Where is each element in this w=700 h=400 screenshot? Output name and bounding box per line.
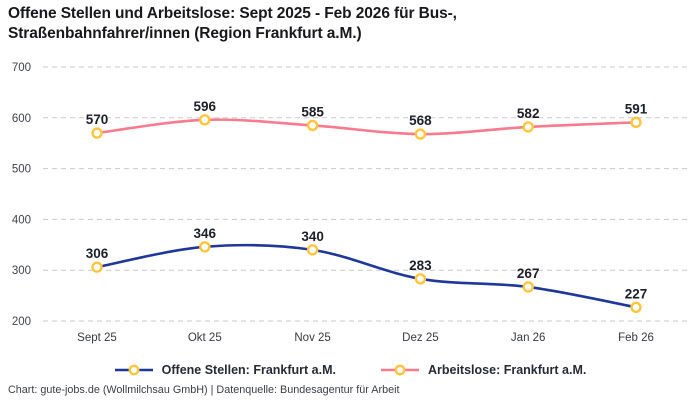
data-point-marker [414,128,427,140]
data-point-marker [91,261,103,273]
chart-title-line2: Straßenbahnfahrer/innen (Region Frankfur… [8,25,362,42]
y-tick-label: 200 [12,316,31,328]
y-tick-label: 400 [12,214,31,226]
chart-title-line1: Offene Stellen und Arbeitslose: Sept 202… [8,5,457,22]
x-tick-label: Dez 25 [402,332,438,344]
x-tick-label: Jan 26 [511,332,546,344]
legend-label: Offene Stellen: Frankfurt a.M. [161,363,336,377]
series-line [95,243,638,309]
legend-item: Offene Stellen: Frankfurt a.M. [114,363,336,377]
data-point-marker [630,116,642,129]
legend-item: Arbeitslose: Frankfurt a.M. [380,363,586,377]
data-point-label: 306 [86,246,109,261]
x-tick-label: Feb 26 [618,332,654,344]
legend-label: Arbeitslose: Frankfurt a.M. [427,363,587,377]
series-line [95,118,638,136]
data-point-marker [91,127,103,139]
data-point-marker [306,119,319,132]
data-point-marker [522,281,534,293]
line-chart: 200 300 400 500 600 700 Sept 25 Okt 25 Nov 25 Dez… [12,62,687,344]
data-point-label: 346 [194,226,217,241]
data-point-label: 283 [409,258,432,273]
data-point-marker [414,273,427,285]
chart-attribution: Chart: gute-jobs.de (Wollmilchsau GmbH) … [8,384,400,396]
data-point-label: 582 [517,106,540,121]
legend-circle-marker [394,364,406,376]
data-point-label: 596 [194,99,217,114]
data-point-label: 267 [517,266,540,281]
data-point-marker [522,121,534,133]
data-point-label: 570 [86,112,109,127]
legend-marker-icon [380,364,419,376]
data-point-marker [199,241,211,253]
data-point-marker [630,301,642,313]
y-tick-label: 600 [12,113,31,125]
y-tick-label: 700 [12,62,31,74]
y-tick-label: 500 [12,164,31,176]
data-point-label: 585 [301,104,324,119]
data-point-label: 340 [301,229,324,244]
chart-title: Offene Stellen und Arbeitslose: Sept 202… [8,4,648,44]
data-point-label: 227 [625,286,648,301]
chart-legend: Offene Stellen: Frankfurt a.M. Arbeitslos… [0,360,700,380]
x-tick-label: Okt 25 [188,332,222,344]
y-tick-label: 300 [12,265,31,277]
data-point-label: 568 [409,113,432,128]
data-point-marker [199,114,211,126]
x-tick-label: Nov 25 [294,332,330,344]
legend-marker-icon [114,364,153,376]
data-point-marker [306,244,319,256]
x-tick-label: Sept 25 [77,332,117,344]
legend-circle-marker [128,364,140,376]
data-point-label: 591 [625,101,648,116]
